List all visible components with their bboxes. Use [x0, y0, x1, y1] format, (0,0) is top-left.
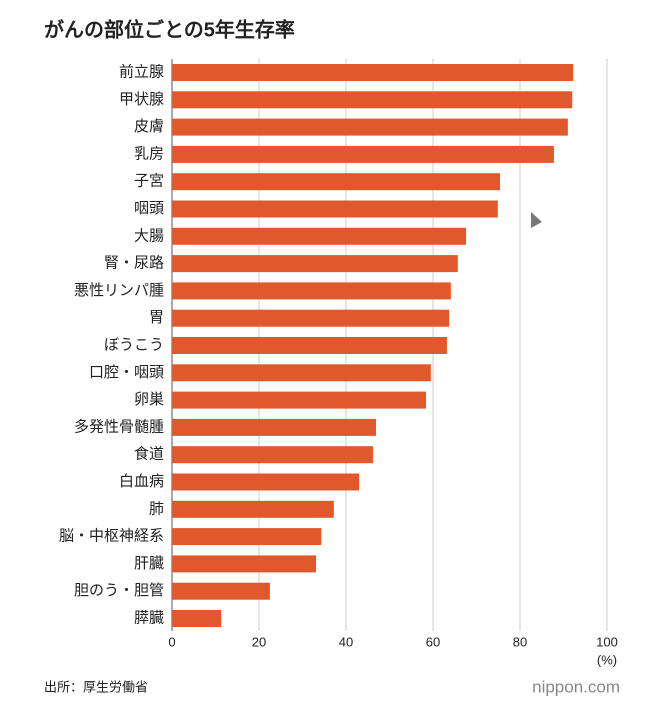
x-tick-label: 40 — [339, 634, 353, 649]
y-tick-label: 悪性リンパ腫 — [74, 282, 164, 299]
bar — [172, 418, 377, 436]
y-tick-label: 甲状腺 — [119, 91, 164, 108]
y-tick-label: ぼうこう — [104, 336, 164, 353]
bar — [172, 118, 568, 136]
bar — [172, 610, 222, 627]
y-tick-label: 肺 — [149, 500, 164, 517]
y-tick-label: 大腸 — [134, 227, 164, 244]
bar — [172, 200, 498, 218]
bar — [172, 64, 574, 81]
cursor-icon — [531, 212, 542, 228]
y-tick-label: 脳・中枢神経系 — [59, 528, 164, 545]
bar — [172, 500, 334, 518]
bar — [172, 255, 458, 273]
y-tick-label: 多発性骨髄腫 — [74, 418, 164, 435]
chart-title: がんの部位ごとの5年生存率 — [44, 17, 295, 41]
source: 出所：厚生労働省 — [44, 679, 148, 694]
x-tick-label: 80 — [513, 634, 527, 649]
bar — [172, 145, 554, 163]
y-tick-label: 子宮 — [134, 173, 164, 190]
bar — [172, 446, 373, 464]
y-tick-label: 皮膚 — [134, 118, 164, 135]
brand-logo: nippon.com — [532, 677, 620, 696]
bar — [172, 473, 360, 491]
y-tick-label: 胆のう・胆管 — [74, 582, 164, 599]
y-tick-label: 卵巣 — [134, 391, 164, 408]
y-tick-label: 腎・尿路 — [104, 255, 164, 272]
x-axis-label: (%) — [597, 652, 617, 667]
y-tick-label: 肝臓 — [134, 555, 164, 572]
y-tick-label: 咽頭 — [134, 200, 164, 217]
bar — [172, 337, 447, 354]
y-tick-label: 白血病 — [119, 473, 164, 490]
y-tick-label: 胃 — [149, 309, 164, 326]
bar — [172, 173, 500, 191]
bar — [172, 555, 316, 573]
x-tick-label: 60 — [426, 634, 440, 649]
y-tick-label: 乳房 — [134, 145, 164, 162]
x-tick-label: 20 — [252, 634, 266, 649]
bar — [172, 282, 451, 300]
y-tick-label: 食道 — [134, 446, 164, 463]
y-tick-label: 前立腺 — [119, 63, 164, 80]
bar — [172, 364, 431, 382]
bar — [172, 227, 467, 245]
x-tick-label: 100 — [596, 634, 618, 649]
bar — [172, 528, 322, 546]
y-tick-label: 口腔・咽頭 — [89, 364, 164, 381]
y-tick-label: 膵臓 — [134, 609, 164, 626]
bar — [172, 309, 450, 327]
bar — [172, 391, 427, 409]
bar — [172, 91, 573, 109]
x-tick-label: 0 — [168, 634, 175, 649]
bar — [172, 582, 270, 600]
